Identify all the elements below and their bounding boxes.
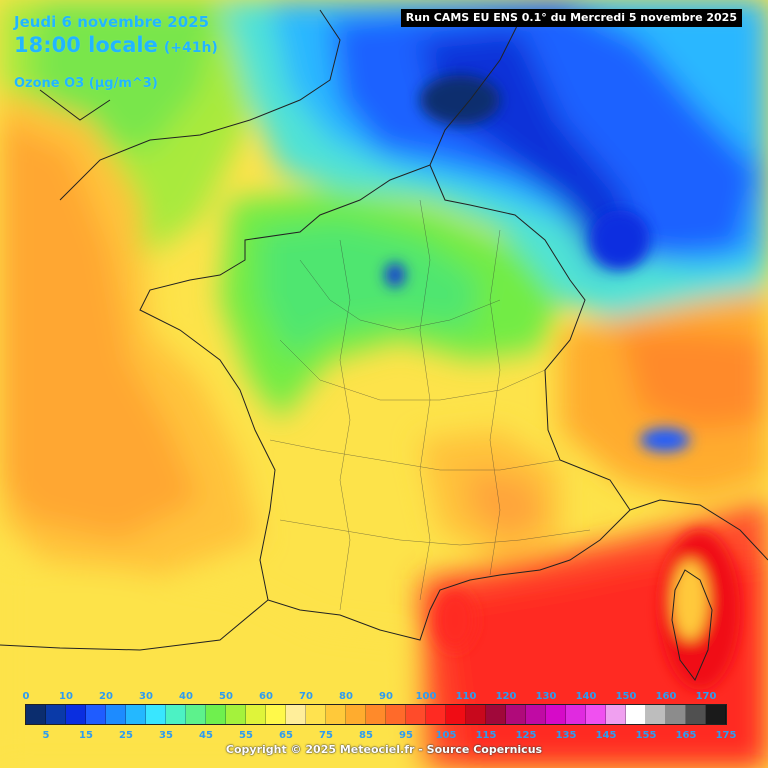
legend-color-bar — [25, 704, 727, 725]
legend-top-label: 30 — [139, 691, 153, 702]
legend-top-label: 150 — [615, 691, 637, 702]
legend-swatch — [206, 705, 226, 724]
legend-top-label: 50 — [219, 691, 233, 702]
legend-top-label: 70 — [299, 691, 313, 702]
run-info-box: Run CAMS EU ENS 0.1° du Mercredi 5 novem… — [400, 9, 742, 27]
legend-bottom-label: 105 — [435, 730, 457, 741]
legend-top-label: 110 — [455, 691, 477, 702]
legend-top-label: 40 — [179, 691, 193, 702]
legend-swatch — [446, 705, 466, 724]
legend-swatch — [586, 705, 606, 724]
legend-top-label: 80 — [339, 691, 353, 702]
legend-swatch — [66, 705, 86, 724]
legend-swatch — [546, 705, 566, 724]
legend-swatch — [346, 705, 366, 724]
legend-swatch — [366, 705, 386, 724]
forecast-offset: (+41h) — [163, 40, 218, 56]
legend-top-label: 140 — [575, 691, 597, 702]
color-legend: 0 10 20 30 40 50 60 70 80 90 100 110 120 130 140 150 160… — [0, 686, 768, 750]
legend-top-label: 100 — [415, 691, 437, 702]
copyright-text: Copyright © 2025 Meteociel.fr - Source C… — [225, 743, 543, 756]
legend-swatch — [486, 705, 506, 724]
legend-swatch — [646, 705, 666, 724]
legend-swatch — [286, 705, 306, 724]
legend-bottom-label: 115 — [475, 730, 497, 741]
legend-swatch — [46, 705, 66, 724]
legend-bottom-label: 135 — [555, 730, 577, 741]
legend-swatch — [626, 705, 646, 724]
legend-swatch — [266, 705, 286, 724]
legend-swatch — [86, 705, 106, 724]
legend-top-label: 90 — [379, 691, 393, 702]
legend-bottom-label: 125 — [515, 730, 537, 741]
legend-swatch — [466, 705, 486, 724]
legend-swatch — [226, 705, 246, 724]
legend-swatch — [186, 705, 206, 724]
legend-bottom-label: 5 — [42, 730, 50, 741]
legend-bottom-label: 45 — [199, 730, 213, 741]
legend-top-label: 130 — [535, 691, 557, 702]
legend-swatch — [386, 705, 406, 724]
legend-bottom-label: 95 — [399, 730, 413, 741]
legend-swatch — [246, 705, 266, 724]
coastlines — [0, 9, 768, 681]
forecast-local-time: 18:00 locale — [14, 33, 158, 57]
legend-bottom-label: 175 — [715, 730, 737, 741]
legend-top-label: 20 — [99, 691, 113, 702]
legend-swatch — [666, 705, 686, 724]
legend-swatch — [126, 705, 146, 724]
legend-swatch — [706, 705, 726, 724]
legend-swatch — [146, 705, 166, 724]
legend-swatch — [306, 705, 326, 724]
legend-bottom-label: 145 — [595, 730, 617, 741]
legend-top-label: 0 — [22, 691, 30, 702]
legend-top-label: 10 — [59, 691, 73, 702]
department-borders — [269, 199, 591, 611]
legend-swatch — [526, 705, 546, 724]
legend-swatch — [566, 705, 586, 724]
concentration-details — [385, 75, 740, 690]
legend-swatch — [426, 705, 446, 724]
legend-bottom-label: 25 — [119, 730, 133, 741]
legend-swatch — [326, 705, 346, 724]
forecast-date: Jeudi 6 novembre 2025 — [14, 13, 210, 31]
legend-bottom-label: 85 — [359, 730, 373, 741]
legend-bottom-label: 35 — [159, 730, 173, 741]
legend-top-label: 60 — [259, 691, 273, 702]
variable-name: Ozone O3 (µg/m^3) — [14, 76, 158, 91]
legend-bottom-label: 15 — [79, 730, 93, 741]
legend-bottom-label: 65 — [279, 730, 293, 741]
legend-swatch — [506, 705, 526, 724]
legend-top-label: 170 — [695, 691, 717, 702]
legend-swatch — [686, 705, 706, 724]
legend-bottom-label: 165 — [675, 730, 697, 741]
legend-swatch — [26, 705, 46, 724]
legend-swatch — [406, 705, 426, 724]
legend-bottom-label: 155 — [635, 730, 657, 741]
legend-top-label: 120 — [495, 691, 517, 702]
legend-bottom-label: 55 — [239, 730, 253, 741]
legend-swatch — [606, 705, 626, 724]
legend-top-label: 160 — [655, 691, 677, 702]
forecast-time: 18:00 locale (+41h) — [14, 33, 218, 57]
legend-swatch — [166, 705, 186, 724]
legend-bottom-label: 75 — [319, 730, 333, 741]
legend-swatch — [106, 705, 126, 724]
